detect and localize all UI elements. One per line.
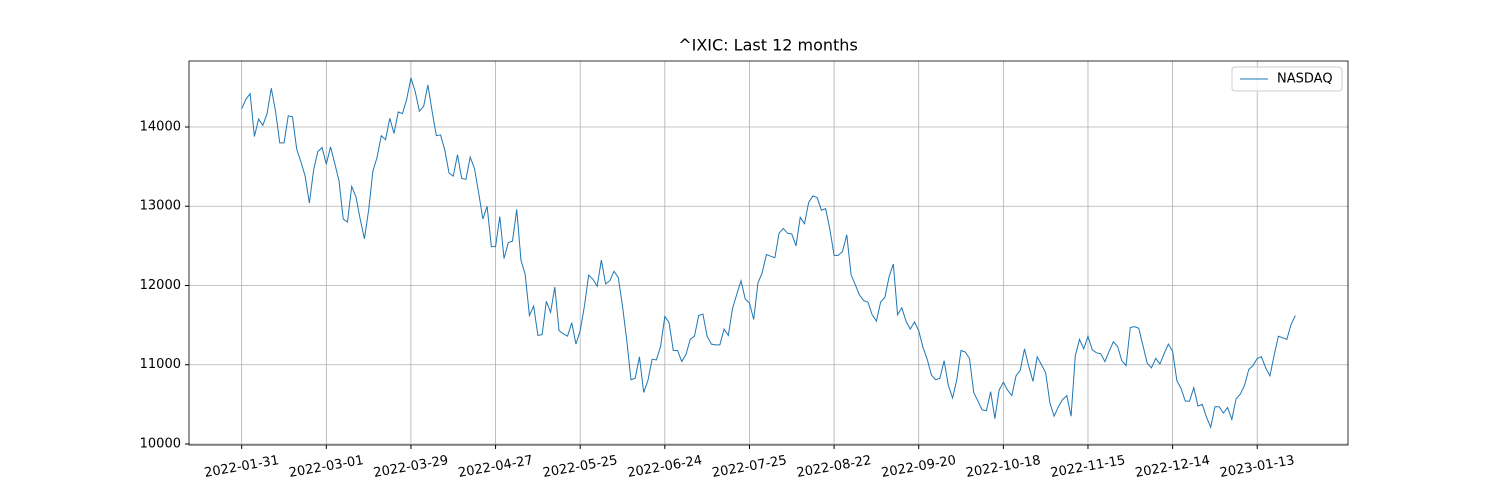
line-series [241, 77, 1296, 430]
y-tick-label: 10000 [140, 436, 181, 451]
legend-box [1231, 66, 1343, 92]
y-tick-label: 14000 [140, 120, 181, 135]
chart-title: ^IXIC: Last 12 months [678, 36, 858, 55]
plot-frame [188, 60, 1349, 446]
y-tick-label: 11000 [140, 357, 181, 372]
legend-label: NASDAQ [1277, 72, 1333, 87]
legend: NASDAQ [1231, 66, 1343, 92]
y-tick-label: 12000 [140, 278, 181, 293]
y-tick-label: 13000 [140, 199, 181, 214]
